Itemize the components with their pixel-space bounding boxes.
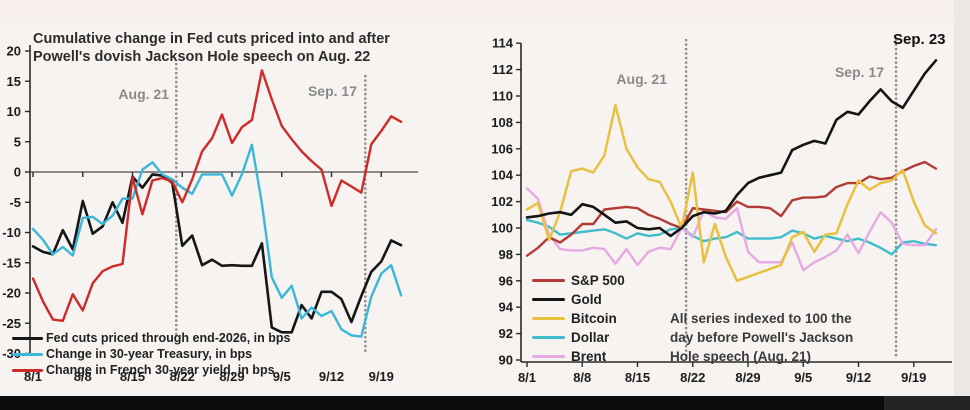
x-axis-label: 8/15 [120, 369, 145, 384]
series-line-s-p-500 [525, 160, 938, 257]
legend-item: Fed cuts priced through end-2026, in bps [12, 330, 290, 346]
bitcoin-line-swatch [532, 316, 565, 321]
sp500-line-swatch [532, 278, 565, 283]
top-band [0, 0, 970, 22]
y-axis-label: 112 [492, 62, 513, 77]
y-axis-label: 102 [491, 194, 513, 209]
y-axis-label: 15 [7, 74, 21, 89]
y-axis-label: 10 [7, 104, 21, 119]
index-note-line2: day before Powell's Jackson [670, 330, 854, 345]
y-axis-label: 100 [491, 221, 513, 236]
series-line-bitcoin [525, 103, 938, 283]
y-axis-label: -20 [2, 286, 21, 301]
series-line-fed-cuts-priced-through-end-2026-in-bps [31, 173, 403, 334]
x-axis-label: 9/19 [901, 370, 926, 385]
x-axis-label: 8/1 [24, 369, 42, 384]
y-axis-label: 0 [14, 165, 21, 180]
legend-label: Bitcoin [571, 311, 617, 326]
series-line-change-in-french-30-year-yield-in-bps [31, 69, 403, 322]
right-annotation-sep-23: Sep. 23 [893, 31, 946, 48]
left-annotation-aug-21: Aug. 21 [118, 86, 169, 102]
x-axis-label: 8/1 [518, 370, 536, 385]
y-axis-label: 20 [7, 44, 21, 59]
y-axis-label: 104 [491, 168, 513, 183]
x-axis-label: 9/12 [846, 370, 871, 385]
x-axis-label: 8/22 [170, 369, 195, 384]
left-annotation-sep-17: Sep. 17 [307, 83, 357, 99]
x-axis-label: 8/8 [573, 370, 591, 385]
index-note: All series indexed to 100 the day before… [670, 309, 900, 366]
series-line-change-in-30-year-treasury-in-bps [31, 143, 403, 338]
series-line-dollar [525, 218, 938, 256]
x-axis-label: 8/29 [219, 369, 244, 384]
legend-label: S&P 500 [571, 273, 625, 288]
y-axis-label: 5 [14, 134, 21, 149]
y-axis-label: -10 [2, 225, 21, 240]
series-line-brent [525, 187, 938, 272]
legend-label: Gold [571, 292, 602, 307]
legend-item: Change in French 30-year yield, in bps [12, 362, 290, 378]
dollar-line-swatch [532, 335, 565, 340]
fed-cuts-line-swatch [12, 336, 43, 340]
y-axis-label: 96 [499, 273, 513, 288]
treasury-line-swatch [12, 352, 43, 356]
legend-label: Change in 30-year Treasury, in bps [46, 347, 253, 361]
left-chart-title: Cumulative change in Fed cuts priced int… [33, 30, 433, 66]
right-annotation-aug-21: Aug. 21 [616, 71, 667, 87]
series-line-gold [525, 59, 938, 238]
left-chart-title-line2: Powell's dovish Jackson Hole speech on A… [33, 49, 371, 65]
x-axis-label: 9/5 [273, 369, 291, 384]
x-axis-label: 9/19 [369, 369, 394, 384]
legend-label: Fed cuts priced through end-2026, in bps [46, 331, 291, 345]
y-axis-label: 114 [492, 36, 514, 51]
y-axis-label: 110 [492, 89, 513, 104]
right-chart-legend: S&P 500 Gold Bitcoin Dollar Brent [532, 271, 625, 366]
left-chart-title-line1: Cumulative change in Fed cuts priced int… [33, 31, 390, 47]
y-axis-label: 92 [499, 326, 513, 341]
y-axis-label: 106 [491, 141, 513, 156]
x-axis-label: 9/12 [319, 369, 344, 384]
brent-line-swatch [532, 354, 565, 359]
index-note-line3: Hole speech (Aug. 21) [670, 349, 812, 364]
x-axis-label: 8/15 [625, 370, 650, 385]
y-axis-label: -30 [2, 346, 21, 361]
fed-cuts-chart: 20 15 10 5 0 -5 -10 -15 -20 -25 -308/1 8/8 8/15 8/22 8… [2, 44, 418, 384]
french-yield-line-swatch [12, 368, 43, 372]
y-axis-label: -25 [2, 316, 21, 331]
legend-item: Change in 30-year Treasury, in bps [12, 346, 290, 362]
legend-label: Change in French 30-year yield, in bps [46, 363, 275, 377]
legend-item: Brent [532, 347, 625, 366]
legend-item: Bitcoin [532, 309, 625, 328]
bottom-bar-right [884, 396, 970, 410]
legend-item: Dollar [532, 328, 625, 347]
x-axis-label: 8/8 [74, 369, 92, 384]
y-axis-label: 108 [491, 115, 513, 130]
x-axis-label: 8/29 [735, 370, 760, 385]
gold-line-swatch [532, 297, 565, 302]
right-annotation-sep-17: Sep. 17 [834, 64, 884, 80]
legend-label: Dollar [571, 330, 610, 345]
legend-label: Brent [571, 349, 607, 364]
bottom-bar [0, 396, 884, 410]
x-axis-label: 9/5 [794, 370, 812, 385]
y-axis-label: -15 [2, 255, 21, 270]
index-note-line1: All series indexed to 100 the [670, 311, 852, 326]
y-axis-label: 94 [499, 300, 514, 315]
right-band [954, 0, 970, 396]
left-chart-legend: Fed cuts priced through end-2026, in bps… [12, 330, 290, 378]
y-axis-label: -5 [9, 195, 21, 210]
x-axis-label: 8/22 [680, 370, 705, 385]
legend-item: Gold [532, 290, 625, 309]
indexed-assets-chart: 114 112 110 108 106 104 102 100 98 96 94 92 90 8/1 8/8… [491, 36, 952, 385]
y-axis-label: 90 [499, 353, 513, 368]
y-axis-label: 98 [499, 247, 513, 262]
legend-item: S&P 500 [532, 271, 625, 290]
